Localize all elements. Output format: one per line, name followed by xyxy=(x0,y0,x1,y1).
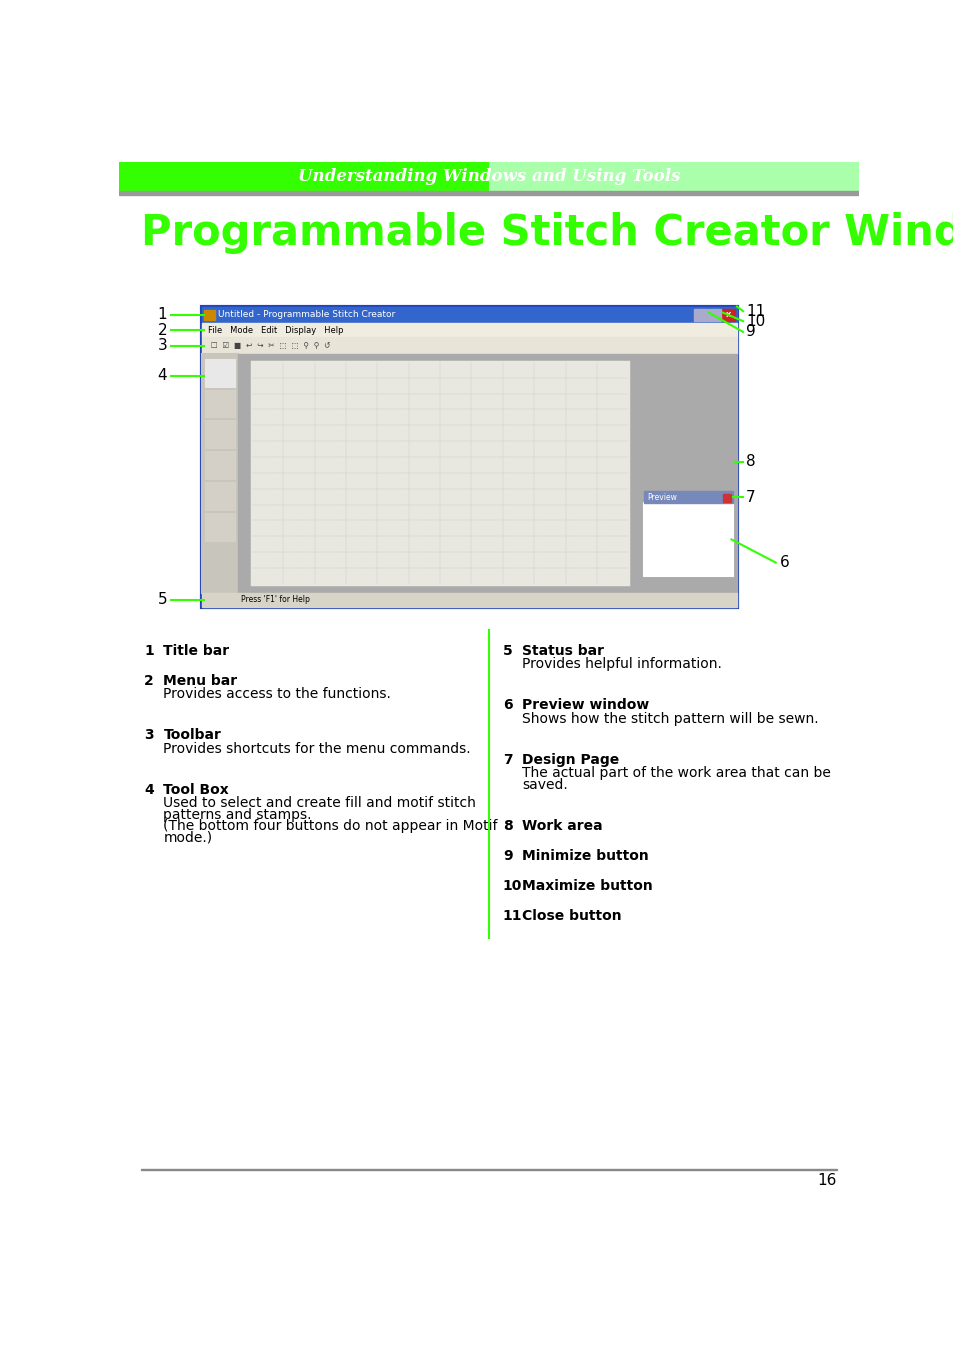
Text: Understanding Windows and Using Tools: Understanding Windows and Using Tools xyxy=(297,168,679,185)
Text: 6: 6 xyxy=(502,698,512,713)
Bar xyxy=(205,512,234,541)
Text: Toolbar: Toolbar xyxy=(163,728,221,743)
Text: 6: 6 xyxy=(779,555,788,570)
Text: 1: 1 xyxy=(157,307,167,322)
Bar xyxy=(722,493,731,501)
Bar xyxy=(202,337,736,355)
Text: 2: 2 xyxy=(144,674,153,687)
Text: patterns and stamps.: patterns and stamps. xyxy=(163,807,312,822)
Bar xyxy=(202,324,736,337)
Bar xyxy=(202,306,736,607)
Text: Maximize button: Maximize button xyxy=(521,879,652,894)
Text: X: X xyxy=(725,311,730,318)
Bar xyxy=(252,363,628,584)
Text: Shows how the stitch pattern will be sewn.: Shows how the stitch pattern will be sew… xyxy=(521,712,818,725)
Bar xyxy=(119,162,488,191)
Text: (The bottom four buttons do not appear in Motif: (The bottom four buttons do not appear i… xyxy=(163,820,497,833)
Bar xyxy=(643,503,732,576)
Bar xyxy=(202,306,736,324)
Text: 10: 10 xyxy=(745,314,764,329)
Text: 4: 4 xyxy=(157,368,167,383)
Text: Programmable Stitch Creator Window: Programmable Stitch Creator Window xyxy=(141,213,953,255)
Text: ☐  ☑  ■  ↩  ↪  ✂  ⬚  ⬚  ⚲  ⚲  ↺: ☐ ☑ ■ ↩ ↪ ✂ ⬚ ⬚ ⚲ ⚲ ↺ xyxy=(206,341,330,350)
Bar xyxy=(643,491,732,503)
Text: Menu bar: Menu bar xyxy=(163,674,237,687)
Text: 7: 7 xyxy=(502,754,512,767)
Text: Provides shortcuts for the menu commands.: Provides shortcuts for the menu commands… xyxy=(163,741,471,756)
Text: Preview: Preview xyxy=(646,492,677,501)
Bar xyxy=(204,310,214,321)
Bar xyxy=(205,359,234,387)
Text: 11: 11 xyxy=(502,910,522,923)
Text: 9: 9 xyxy=(745,325,755,340)
Text: 2: 2 xyxy=(157,324,167,338)
Bar xyxy=(205,421,234,448)
Bar xyxy=(205,483,234,510)
Bar xyxy=(205,452,234,479)
Text: 7: 7 xyxy=(745,489,755,504)
Text: 5: 5 xyxy=(502,644,512,658)
Text: 11: 11 xyxy=(745,303,764,318)
Bar xyxy=(119,191,858,195)
Bar xyxy=(202,593,736,607)
Text: 16: 16 xyxy=(817,1173,836,1188)
Text: The actual part of the work area that can be: The actual part of the work area that ca… xyxy=(521,766,830,780)
Text: Tool Box: Tool Box xyxy=(163,783,229,797)
Bar xyxy=(202,355,237,593)
Text: 10: 10 xyxy=(502,879,521,894)
Text: Work area: Work area xyxy=(521,820,602,833)
Text: 9: 9 xyxy=(502,849,512,863)
Text: 5: 5 xyxy=(157,592,167,608)
Text: 1: 1 xyxy=(144,644,153,658)
Text: Press 'F1' for Help: Press 'F1' for Help xyxy=(241,596,310,604)
Bar xyxy=(205,390,234,418)
Bar xyxy=(141,1169,836,1170)
Text: Minimize button: Minimize button xyxy=(521,849,648,863)
Text: Untitled - Programmable Stitch Creator: Untitled - Programmable Stitch Creator xyxy=(217,310,395,319)
Text: Preview window: Preview window xyxy=(521,698,649,713)
Bar xyxy=(721,309,734,321)
Text: 8: 8 xyxy=(745,454,755,469)
Text: Provides access to the functions.: Provides access to the functions. xyxy=(163,687,391,701)
Bar xyxy=(707,309,720,321)
Text: 8: 8 xyxy=(502,820,512,833)
Text: saved.: saved. xyxy=(521,778,567,791)
Bar xyxy=(694,309,706,321)
Text: 3: 3 xyxy=(157,338,167,353)
Text: Title bar: Title bar xyxy=(163,644,230,658)
Text: Used to select and create fill and motif stitch: Used to select and create fill and motif… xyxy=(163,797,476,810)
Text: Design Page: Design Page xyxy=(521,754,618,767)
Text: Provides helpful information.: Provides helpful information. xyxy=(521,656,721,671)
Text: mode.): mode.) xyxy=(163,830,213,845)
Text: Status bar: Status bar xyxy=(521,644,603,658)
Bar xyxy=(237,355,736,593)
Bar xyxy=(488,162,858,191)
Text: File   Mode   Edit   Display   Help: File Mode Edit Display Help xyxy=(208,326,343,334)
Text: 4: 4 xyxy=(144,783,153,797)
Text: Close button: Close button xyxy=(521,910,621,923)
Text: 3: 3 xyxy=(144,728,153,743)
